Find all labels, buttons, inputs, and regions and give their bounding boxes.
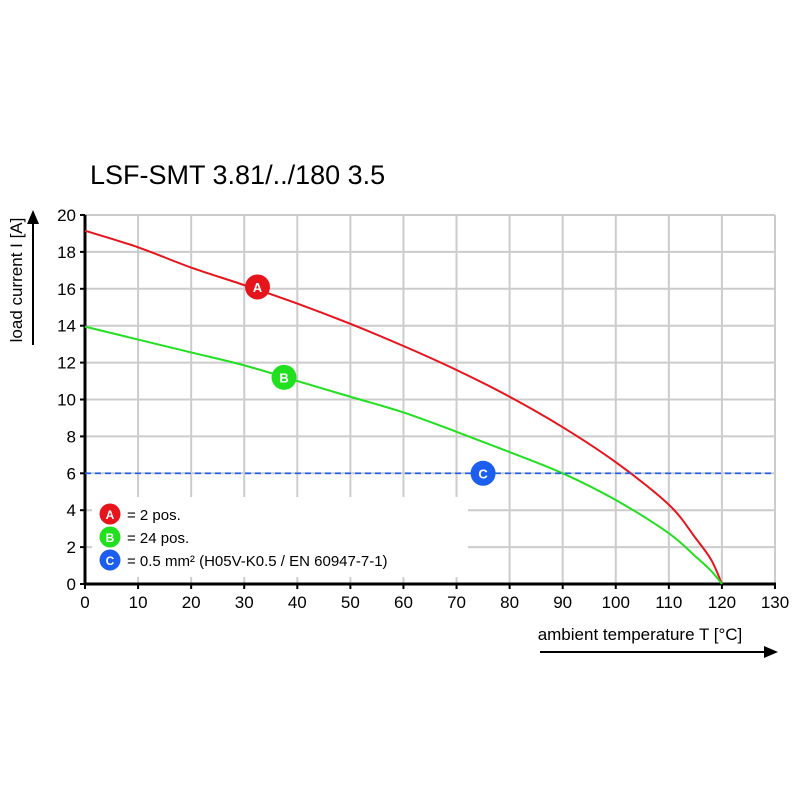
legend-entry: = 24 pos. bbox=[127, 530, 189, 547]
series-marker-label: A bbox=[253, 280, 263, 295]
y-axis-arrow-icon bbox=[27, 210, 39, 224]
series-marker-c bbox=[470, 460, 496, 486]
legend-marker-label: C bbox=[106, 554, 115, 568]
x-tick-label: 80 bbox=[500, 593, 519, 612]
x-axis-label: ambient temperature T [°C] bbox=[538, 625, 743, 644]
y-tick-label: 8 bbox=[67, 427, 76, 446]
y-tick-label: 14 bbox=[57, 317, 76, 336]
x-axis-arrow-icon bbox=[764, 646, 778, 658]
x-tick-label: 20 bbox=[182, 593, 201, 612]
y-tick-label: 12 bbox=[57, 354, 76, 373]
y-tick-label: 0 bbox=[67, 575, 76, 594]
x-tick-label: 120 bbox=[708, 593, 736, 612]
x-tick-label: 100 bbox=[602, 593, 630, 612]
series-line-a bbox=[84, 229, 723, 585]
series-marker-a bbox=[245, 274, 270, 300]
legend-entry: = 2 pos. bbox=[127, 507, 181, 524]
x-tick-label: 10 bbox=[129, 593, 148, 612]
y-tick-label: 6 bbox=[67, 464, 76, 483]
series-marker-b bbox=[271, 364, 297, 390]
x-tick-label: 60 bbox=[394, 593, 413, 612]
x-tick-label: 0 bbox=[80, 593, 89, 612]
legend-entry: = 0.5 mm² (H05V-K0.5 / EN 60947-7-1) bbox=[127, 553, 388, 570]
legend-marker-label: A bbox=[106, 508, 115, 522]
x-tick-label: 90 bbox=[553, 593, 572, 612]
legend-background bbox=[92, 497, 468, 577]
legend-marker-b bbox=[99, 526, 121, 548]
y-tick-label: 16 bbox=[57, 280, 76, 299]
x-tick-label: 110 bbox=[655, 593, 682, 612]
y-tick-label: 20 bbox=[57, 206, 76, 225]
y-tick-label: 4 bbox=[67, 501, 76, 520]
y-tick-label: 18 bbox=[57, 243, 76, 262]
x-tick-label: 50 bbox=[341, 593, 360, 612]
x-tick-label: 70 bbox=[447, 593, 466, 612]
chart-title: LSF-SMT 3.81/../180 3.5 bbox=[90, 160, 386, 190]
series-marker-label: B bbox=[279, 370, 288, 385]
x-tick-label: 30 bbox=[235, 593, 254, 612]
y-tick-label: 2 bbox=[67, 538, 76, 557]
legend-marker-c bbox=[99, 549, 121, 571]
series-marker-label: C bbox=[478, 466, 488, 481]
y-tick-label: 10 bbox=[57, 391, 76, 410]
legend-marker-a bbox=[99, 503, 121, 525]
x-tick-label: 40 bbox=[288, 593, 307, 612]
series-line-b bbox=[84, 325, 723, 585]
y-axis-label: load current I [A] bbox=[7, 218, 26, 343]
legend-marker-label: B bbox=[106, 531, 115, 545]
x-tick-label: 130 bbox=[761, 593, 789, 612]
